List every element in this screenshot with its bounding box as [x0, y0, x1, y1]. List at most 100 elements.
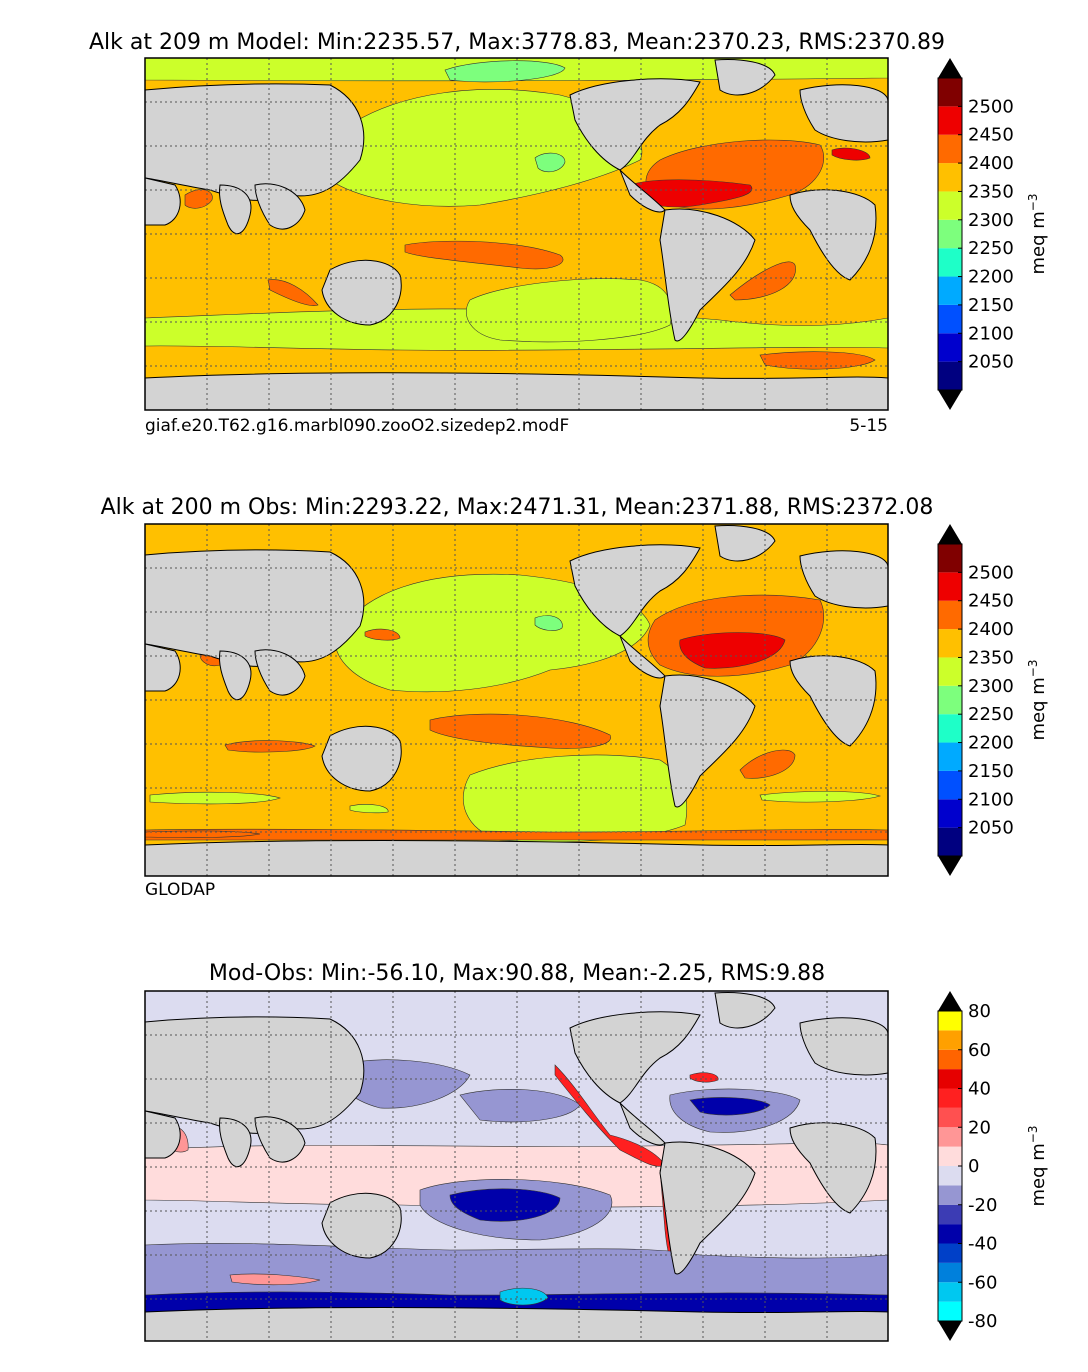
panel-obs-title: Alk at 200 m Obs: Min:2293.22, Max:2471.… [101, 495, 934, 520]
colorbar-segment [938, 629, 962, 658]
panel-model-footer-left: giaf.e20.T62.g16.marbl090.zooO2.sizedep2… [145, 416, 569, 436]
colorbar-unit-label: meq m−3 [1026, 1126, 1049, 1207]
colorbar-tick-label: 2200 [968, 733, 1014, 754]
land-australia [321, 1192, 402, 1259]
colorbar-unit-exponent: −3 [1026, 1126, 1040, 1144]
colorbar-tick-label: 2400 [968, 619, 1014, 640]
north-pacific-region [334, 574, 651, 693]
north-pacific-region [329, 89, 643, 207]
colorbar-segment [938, 304, 962, 334]
colorbar-segment [938, 827, 962, 856]
colorbar-tick-label: -20 [968, 1195, 997, 1216]
colorbar-frame [937, 77, 963, 391]
colorbar-segment [938, 1243, 962, 1263]
south-atlantic-green-band [759, 791, 882, 803]
land-south-america [659, 674, 756, 808]
colorbar-tick-label: 2250 [968, 704, 1014, 725]
land-africa-west [145, 177, 181, 226]
land-eurasia [145, 549, 365, 667]
panel-diff-title: Mod-Obs: Min:-56.10, Max:90.88, Mean:-2.… [209, 961, 825, 986]
land-north-america [569, 544, 701, 637]
land-africa-west [145, 1110, 181, 1159]
colorbar-tick-label: 2450 [968, 591, 1014, 612]
colorbar-over-triangle [938, 524, 962, 544]
indian-ocean-streak [267, 279, 319, 306]
colorbar-segment [938, 799, 962, 828]
panel-obs-footer-left: GLODAP [145, 880, 215, 900]
north-atlantic-core [689, 1097, 771, 1116]
land-se-asia [254, 1116, 306, 1163]
south-pacific-region [462, 754, 688, 843]
land-greenland [714, 992, 776, 1029]
arctic-green-patch [444, 60, 566, 83]
indian-ocean-streak [224, 740, 316, 753]
colorbar-unit-label: meq m−3 [1026, 660, 1049, 741]
colorbar-segment [938, 742, 962, 771]
colorbar-segment [938, 106, 962, 135]
colorbar-segment [938, 1011, 962, 1031]
south-indian-green-band [149, 791, 281, 805]
land-africa [789, 189, 877, 281]
land-north-america [569, 1011, 701, 1104]
colorbar-segment [938, 1127, 962, 1147]
colorbar-segment [938, 1030, 962, 1050]
colorbar-segment [938, 685, 962, 715]
land-south-america [659, 208, 756, 342]
colorbar-segment [938, 1088, 962, 1108]
colorbar-tick-label: 20 [968, 1117, 991, 1138]
colorbar-over-triangle [938, 58, 962, 78]
colorbar-segment [938, 600, 962, 630]
colorbar-tick-label: 60 [968, 1040, 991, 1061]
land-antarctica [145, 372, 888, 410]
land-se-asia [254, 183, 306, 230]
map-model [145, 58, 888, 410]
land-south-america [659, 1141, 756, 1275]
colorbar-tick-label: -60 [968, 1272, 997, 1293]
land-africa [789, 655, 877, 747]
colorbar-tick-label: 2150 [968, 761, 1014, 782]
colorbar-obs: 2050 2100 2150 2200 2250 2300 2350 2400 2450 2500… [937, 524, 1049, 876]
colorbar-tick-label: 80 [968, 1001, 991, 1022]
colorbar-segment [938, 1204, 962, 1225]
colorbar-tick-label: 2400 [968, 153, 1014, 174]
panel-model-title: Alk at 209 m Model: Min:2235.57, Max:377… [89, 30, 945, 55]
land-india [219, 184, 252, 235]
land-india [219, 1117, 252, 1168]
colorbar-tick-label: 2050 [968, 818, 1014, 839]
colorbar-segment [938, 572, 962, 601]
arabian-sea-patch [184, 189, 213, 209]
north-pacific-green-patch [534, 615, 563, 631]
equatorial-pacific-band [404, 240, 564, 270]
land-greenland [714, 525, 776, 562]
land-masses [145, 992, 888, 1341]
colorbar-under-triangle [938, 1321, 962, 1341]
land-africa-west [145, 643, 181, 692]
colorbar-segment [938, 1224, 962, 1244]
land-greenland [714, 59, 776, 96]
colorbar-segment [938, 1301, 962, 1321]
land-australia [321, 259, 402, 326]
colorbar-segment [938, 219, 962, 249]
south-atlantic-patch [739, 749, 796, 779]
colorbar-tick-label: 2200 [968, 267, 1014, 288]
land-australia [321, 725, 402, 792]
gridlines [145, 58, 888, 410]
land-europe [799, 550, 888, 609]
colorbar-unit-exponent: −3 [1026, 660, 1040, 678]
colorbar-tick-label: 2500 [968, 562, 1014, 583]
southern-ocean-pink-streak [229, 1273, 321, 1286]
land-north-america [569, 78, 701, 171]
colorbar-tick-label: -40 [968, 1234, 997, 1255]
colorbar-tick-label: 0 [968, 1156, 979, 1177]
colorbar-tick-label: 2100 [968, 789, 1014, 810]
gridlines [145, 524, 888, 876]
colorbar-segment [938, 1107, 962, 1128]
southern-ocean-orange-band [145, 830, 261, 838]
colorbar-segment [938, 1185, 962, 1205]
panel-diff: Mod-Obs: Min:-56.10, Max:90.88, Mean:-2.… [144, 961, 1049, 1342]
panel-model-footer-right: 5-15 [849, 416, 888, 436]
colorbar-tick-label: 2450 [968, 125, 1014, 146]
colorbar-tick-label: 2300 [968, 676, 1014, 697]
land-masses [145, 525, 888, 876]
south-indian-green-patch [349, 804, 389, 814]
